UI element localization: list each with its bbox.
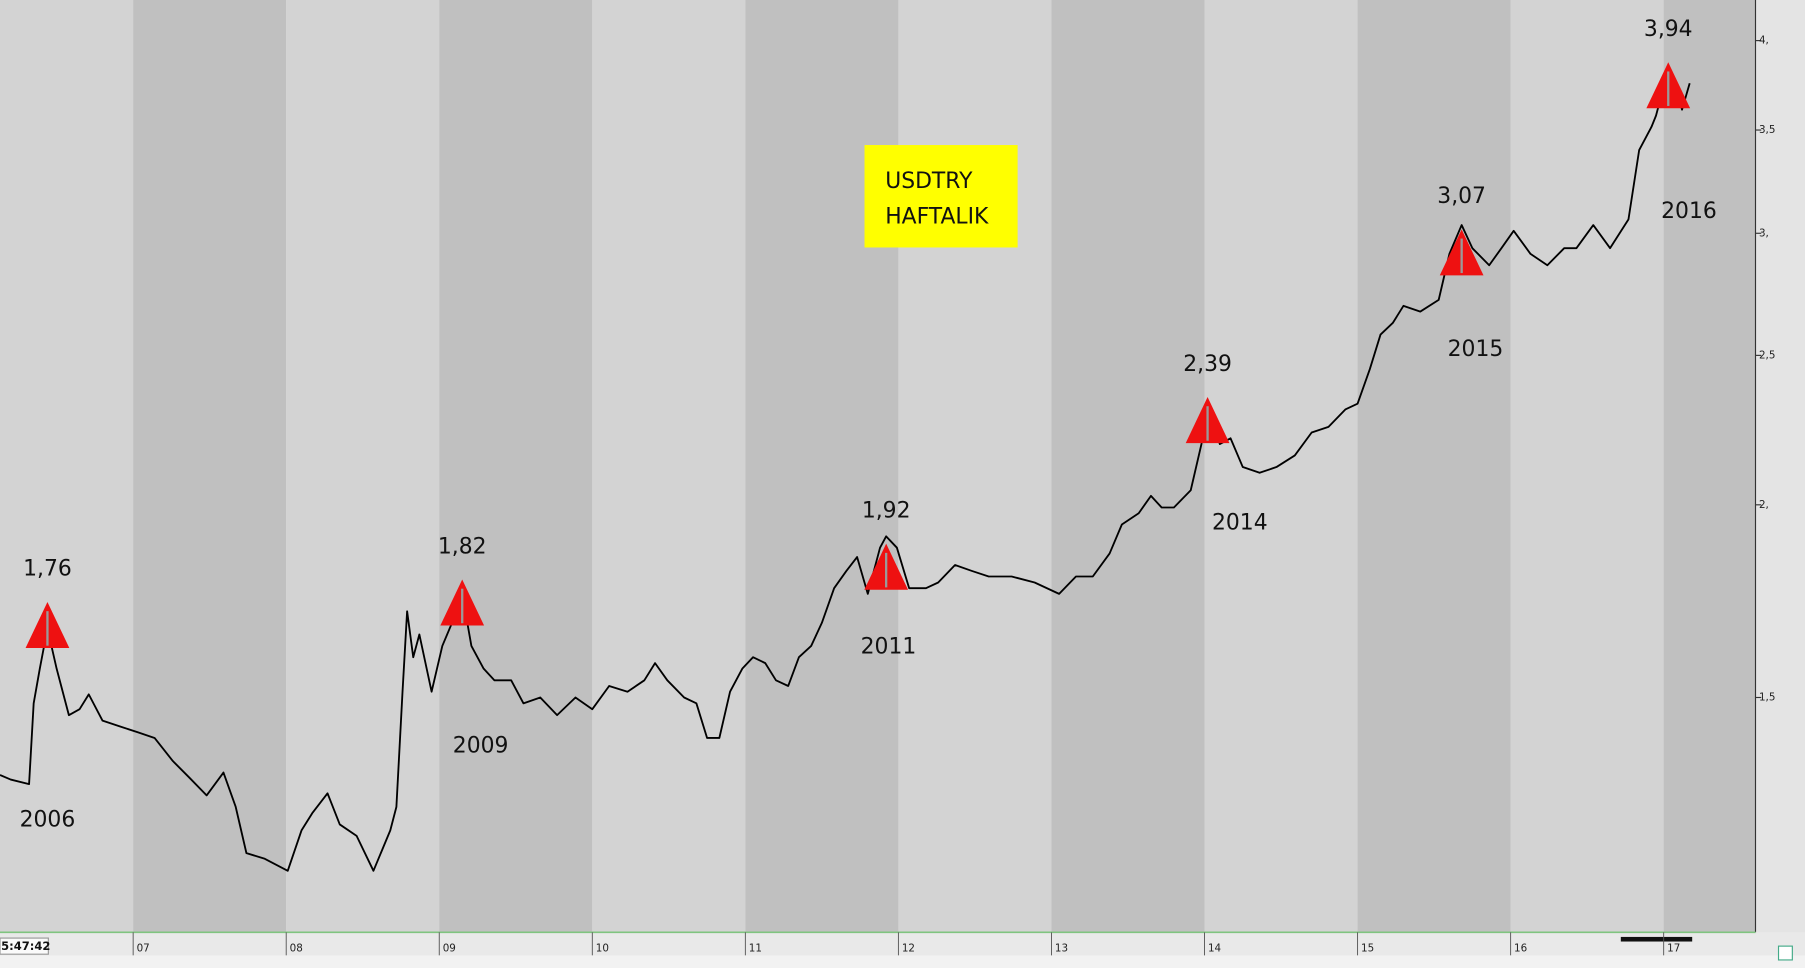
clock: 5:47:42 (1, 939, 50, 953)
year-note: 2006 (20, 808, 76, 833)
year-note: 2015 (1448, 337, 1504, 362)
peak-label: 3,07 (1437, 184, 1486, 209)
x-axis-area (0, 932, 1805, 956)
x-tick-label: 07 (137, 942, 150, 954)
x-tick-label: 15 (1361, 942, 1374, 954)
x-tick-label: 14 (1208, 942, 1221, 954)
right-axis-area (1755, 0, 1805, 933)
x-tick-label: 10 (596, 942, 609, 954)
y-tick-label: 1,5 (1759, 691, 1775, 703)
peak-label: 1,82 (438, 534, 487, 559)
year-note: 2014 (1212, 511, 1268, 536)
year-note: 2011 (861, 634, 917, 659)
peak-label: 1,92 (862, 498, 911, 523)
x-tick-label: 12 (902, 942, 915, 954)
year-band (592, 0, 746, 933)
y-tick-label: 4, (1759, 35, 1769, 47)
year-bands (0, 0, 1756, 933)
year-band (1357, 0, 1511, 933)
x-tick-label: 16 (1514, 942, 1527, 954)
peak-label: 2,39 (1183, 352, 1232, 377)
y-tick-label: 2, (1759, 499, 1769, 511)
year-note: 2009 (453, 733, 509, 758)
clock-box (0, 937, 49, 955)
x-tick-label: 08 (290, 942, 303, 954)
year-band (1510, 0, 1664, 933)
refresh-icon[interactable] (1777, 945, 1793, 961)
y-tick-label: 3, (1759, 227, 1769, 239)
peak-label: 1,76 (23, 557, 72, 582)
year-note: 2016 (1661, 199, 1717, 224)
year-band (745, 0, 899, 933)
title-box (864, 145, 1018, 248)
x-tick-label: 11 (749, 942, 762, 954)
y-tick-label: 3,5 (1759, 124, 1775, 136)
year-band (133, 0, 287, 933)
chart-subtitle: HAFTALIK (885, 205, 989, 230)
year-band (1051, 0, 1205, 933)
year-band (1204, 0, 1358, 933)
x-tick-label: 13 (1055, 942, 1068, 954)
year-band (1663, 0, 1756, 933)
x-tick-label: 17 (1667, 942, 1680, 954)
year-band (898, 0, 1052, 933)
year-band (286, 0, 440, 933)
year-band (0, 0, 134, 933)
price-line (0, 68, 1691, 872)
peak-label: 3,94 (1644, 17, 1693, 42)
scroll-indicator (1620, 936, 1693, 942)
y-tick-label: 2,5 (1759, 349, 1775, 361)
chart-title: USDTRY (885, 169, 973, 194)
status-strip (0, 955, 1805, 968)
year-band (439, 0, 593, 933)
x-tick-label: 09 (443, 942, 456, 954)
